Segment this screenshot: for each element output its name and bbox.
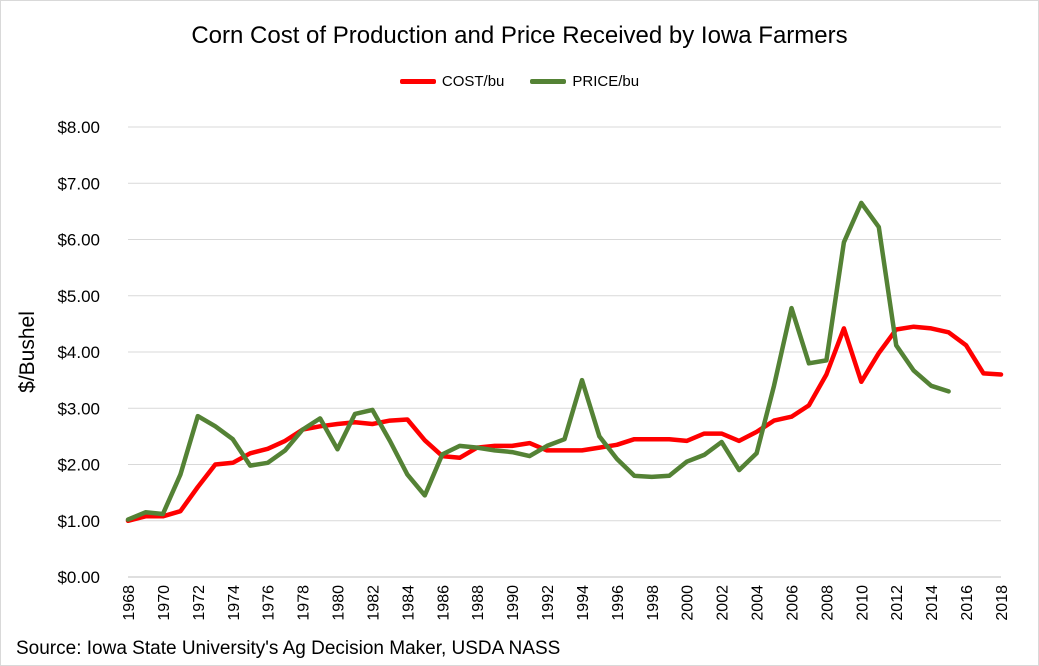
x-tick-label: 1992 <box>540 585 557 621</box>
x-tick-label: 2000 <box>680 585 697 621</box>
y-tick-label: $7.00 <box>57 174 100 193</box>
x-tick-label: 1986 <box>435 585 452 621</box>
x-tick-label: 1984 <box>400 585 417 621</box>
x-tick-label: 2016 <box>959 585 976 621</box>
y-tick-label: $6.00 <box>57 231 100 250</box>
legend-item-price: PRICE/bu <box>530 73 639 90</box>
x-tick-label: 1968 <box>121 585 138 621</box>
x-tick-label: 2012 <box>889 585 906 621</box>
series-line-cost <box>125 324 1004 524</box>
x-tick-label: 2002 <box>715 585 732 621</box>
legend-item-cost: COST/bu <box>399 73 505 90</box>
x-tick-label: 1976 <box>261 585 278 621</box>
x-tick-label: 2014 <box>924 585 941 621</box>
x-tick-label: 1972 <box>191 585 208 621</box>
y-tick-label: $3.00 <box>57 399 100 418</box>
x-tick-label: 1980 <box>331 585 348 621</box>
y-tick-label: $4.00 <box>57 343 100 362</box>
x-tick-label: 2018 <box>994 585 1011 621</box>
x-tick-label: 1990 <box>505 585 522 621</box>
x-tick-label: 1982 <box>365 585 382 621</box>
x-tick-label: 2008 <box>819 585 836 621</box>
x-tick-label: 1974 <box>226 585 243 621</box>
legend-label-cost: COST/bu <box>441 73 505 90</box>
chart-title: Corn Cost of Production and Price Receiv… <box>191 22 848 49</box>
legend-swatch-price <box>530 79 567 84</box>
x-tick-label: 2004 <box>750 585 767 621</box>
x-tick-label: 1994 <box>575 585 592 621</box>
legend-swatch-cost <box>399 79 436 84</box>
y-tick-label: $5.00 <box>57 287 100 306</box>
y-tick-label: $0.00 <box>57 568 100 587</box>
x-tick-label: 1978 <box>296 585 313 621</box>
series-line-price <box>125 200 951 522</box>
y-axis-title: $/Bushel <box>16 311 39 393</box>
x-tick-label: 1988 <box>470 585 487 621</box>
legend-label-price: PRICE/bu <box>572 73 640 90</box>
y-tick-label: $1.00 <box>57 512 100 531</box>
x-tick-label: 1998 <box>645 585 662 621</box>
x-tick-label: 2010 <box>854 585 871 621</box>
source-note: Source: Iowa State University's Ag Decis… <box>16 638 561 659</box>
y-tick-label: $8.00 <box>57 118 100 137</box>
x-tick-label: 1996 <box>610 585 627 621</box>
y-tick-label: $2.00 <box>57 456 100 475</box>
x-tick-label: 2006 <box>784 585 801 621</box>
chart-legend: COST/bu PRICE/bu <box>0 73 1039 90</box>
x-tick-label: 1970 <box>156 585 173 621</box>
